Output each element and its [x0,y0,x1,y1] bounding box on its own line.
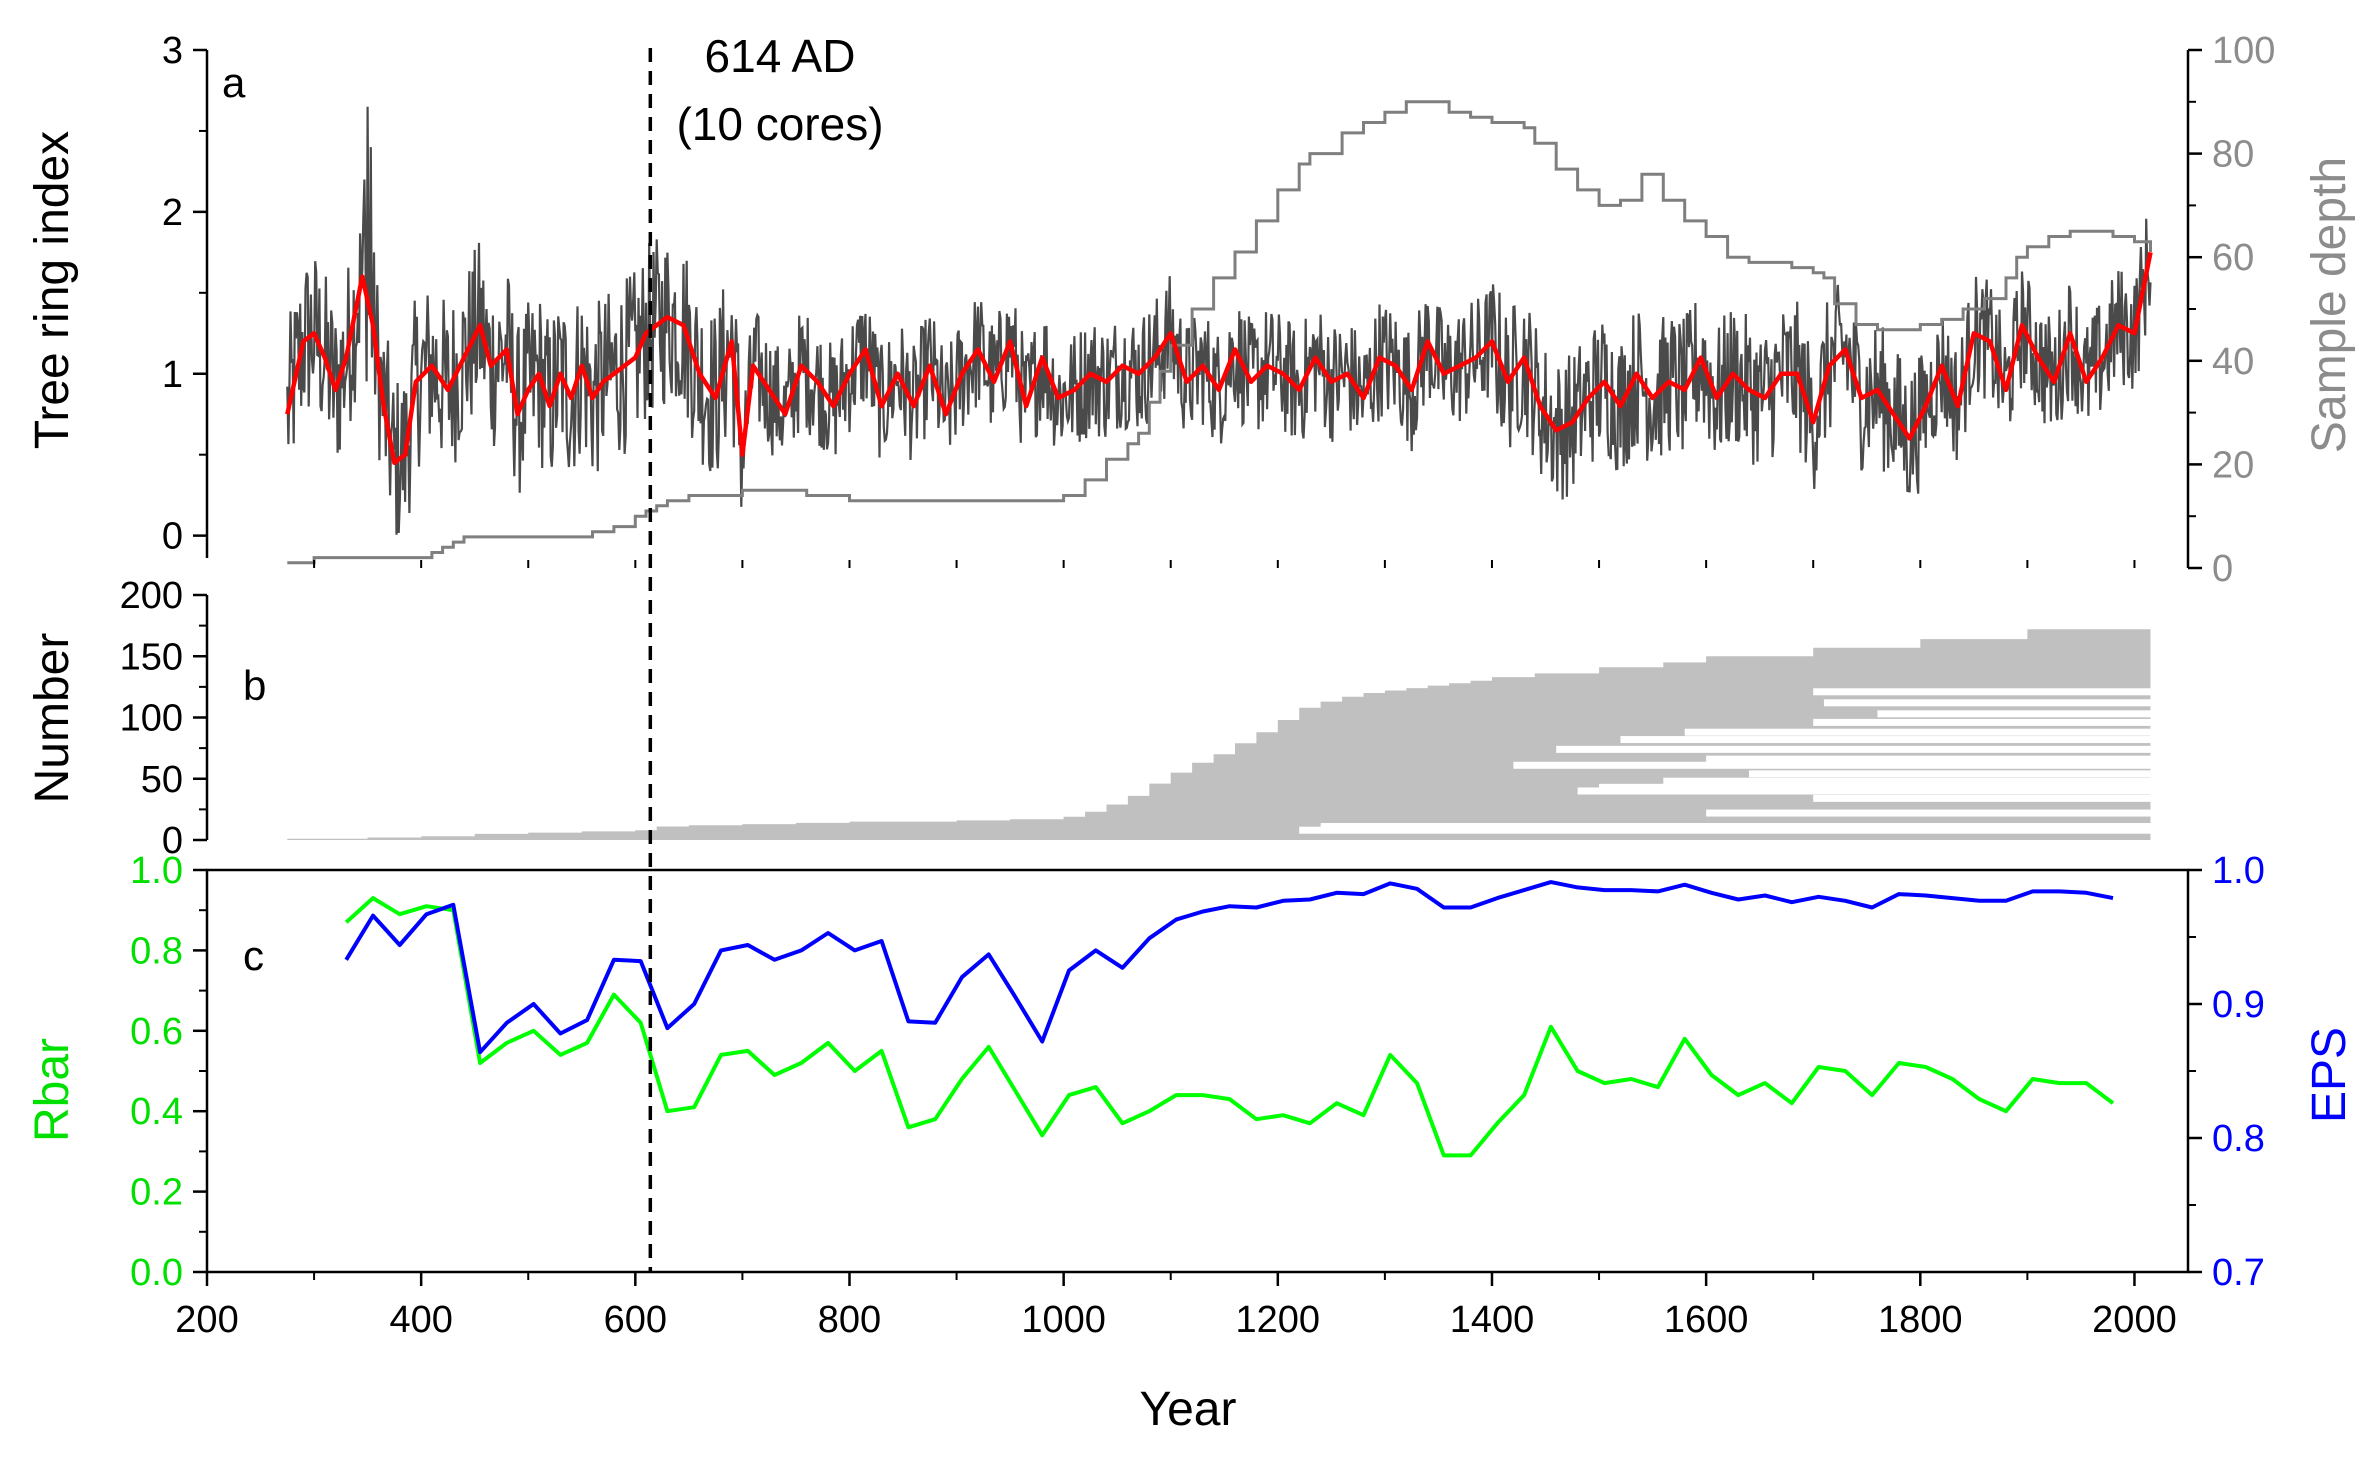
panel-b-ytick-label: 50 [141,759,183,801]
panel-b-letter: b [243,662,266,709]
core-gap [1599,783,2152,791]
panel-a-letter: a [222,59,246,106]
x-tick-label: 1600 [1664,1299,1749,1341]
panel-a-ytick-label: 3 [162,30,183,72]
panel-c-rtick-label: 0.7 [2212,1252,2265,1294]
core-gap [1684,728,2152,736]
panel-c-letter: c [243,932,264,979]
core-gap [1299,826,2152,834]
panel-c-rtick-label: 0.9 [2212,984,2265,1026]
core-gap [1813,794,2152,802]
panel-a-ylabel: Tree ring index [26,131,79,449]
x-tick-label: 400 [389,1299,452,1341]
x-tick-label: 1800 [1878,1299,1963,1341]
smooth-series-line [285,251,2153,466]
panel-a-rtick-label: 20 [2212,444,2254,486]
panel-a-axes: 0 1 2 3 0 20 40 60 80 100 [162,30,2276,590]
panel-a-rtick-label: 40 [2212,341,2254,383]
x-tick-label: 1000 [1021,1299,1106,1341]
panel-c-ytick-label: 0.8 [130,930,183,972]
core-gap [1706,755,2152,763]
core-gap [1513,761,2152,769]
panel-c-ylabel: Rbar [26,1038,79,1142]
annotation-line-2: (10 cores) [676,98,883,150]
annotation-line-1: 614 AD [705,30,856,82]
x-tick-label: 1200 [1236,1299,1321,1341]
panel-a-ylabel-right: Sample depth [2303,157,2356,453]
sample-depth-series [287,100,2152,565]
panel-a-rtick-label: 80 [2212,134,2254,176]
core-gap [1748,770,2152,778]
sample-depth-line [287,100,2152,565]
panel-c-ytick-label: 0.6 [130,1011,183,1053]
x-tick-label: 2000 [2092,1299,2177,1341]
rbar-eps-series [344,880,2115,1158]
core-gap [1620,736,2152,744]
panel-c-ytick-label: 0.0 [130,1252,183,1294]
panel-c-rtick-label: 1.0 [2212,850,2265,892]
panel-c-rtick-label: 0.8 [2212,1118,2265,1160]
rbar-line [344,896,2115,1158]
panel-b-ytick-label: 0 [162,820,183,862]
core-gap [1556,745,2152,753]
panel-a-ytick-label: 2 [162,192,183,234]
panel-b-ytick-label: 200 [120,575,183,617]
eps-line [344,880,2114,1055]
panel-a-ytick-label: 0 [162,516,183,558]
panel-b-axes: 0 50 100 150 200 [120,575,209,862]
core-gap [1813,718,2152,726]
core-gap [1823,699,2152,707]
core-gap [1877,710,2152,718]
panel-c-ylabel-right: EPS [2303,1027,2356,1123]
raw-series-line [286,106,2152,535]
panel-b: 0 50 100 150 200 b Number [26,575,2152,862]
panel-b-ylabel: Number [26,633,79,804]
x-tick-label: 200 [175,1299,238,1341]
panel-c-ytick-label: 0.2 [130,1172,183,1214]
x-tick-label: 600 [604,1299,667,1341]
panel-b-ytick-label: 100 [120,698,183,740]
core-gap [1813,688,2152,696]
core-gap [1663,777,2152,785]
x-tick-label: 800 [818,1299,881,1341]
panel-a-rtick-label: 100 [2212,30,2275,72]
panel-a-rtick-label: 0 [2212,548,2233,590]
core-gap [1320,823,2152,831]
panel-c-axes: 0.0 0.2 0.4 0.6 0.8 1.0 0.7 0.8 0.9 1.0 200 400 600 8… [130,850,2265,1341]
raw-tree-ring-series [286,106,2152,535]
panel-a-ytick-label: 1 [162,354,183,396]
smoothed-tree-ring-series [285,251,2153,466]
panel-a: 0 1 2 3 0 20 40 60 80 100 a 614 AD (10 cores) Tre… [26,30,2356,590]
core-gap [1706,809,2152,817]
core-gap [1577,787,2152,795]
x-tick-label: 1400 [1450,1299,1535,1341]
panel-b-ytick-label: 150 [120,636,183,678]
x-axis-title: Year [1140,1383,1237,1436]
panel-c-ytick-label: 0.4 [130,1091,183,1133]
panel-c-ytick-label: 1.0 [130,850,183,892]
panel-c: 0.0 0.2 0.4 0.6 0.8 1.0 0.7 0.8 0.9 1.0 200 400 600 8… [26,850,2356,1436]
panel-a-rtick-label: 60 [2212,237,2254,279]
core-count-area [287,610,2152,840]
